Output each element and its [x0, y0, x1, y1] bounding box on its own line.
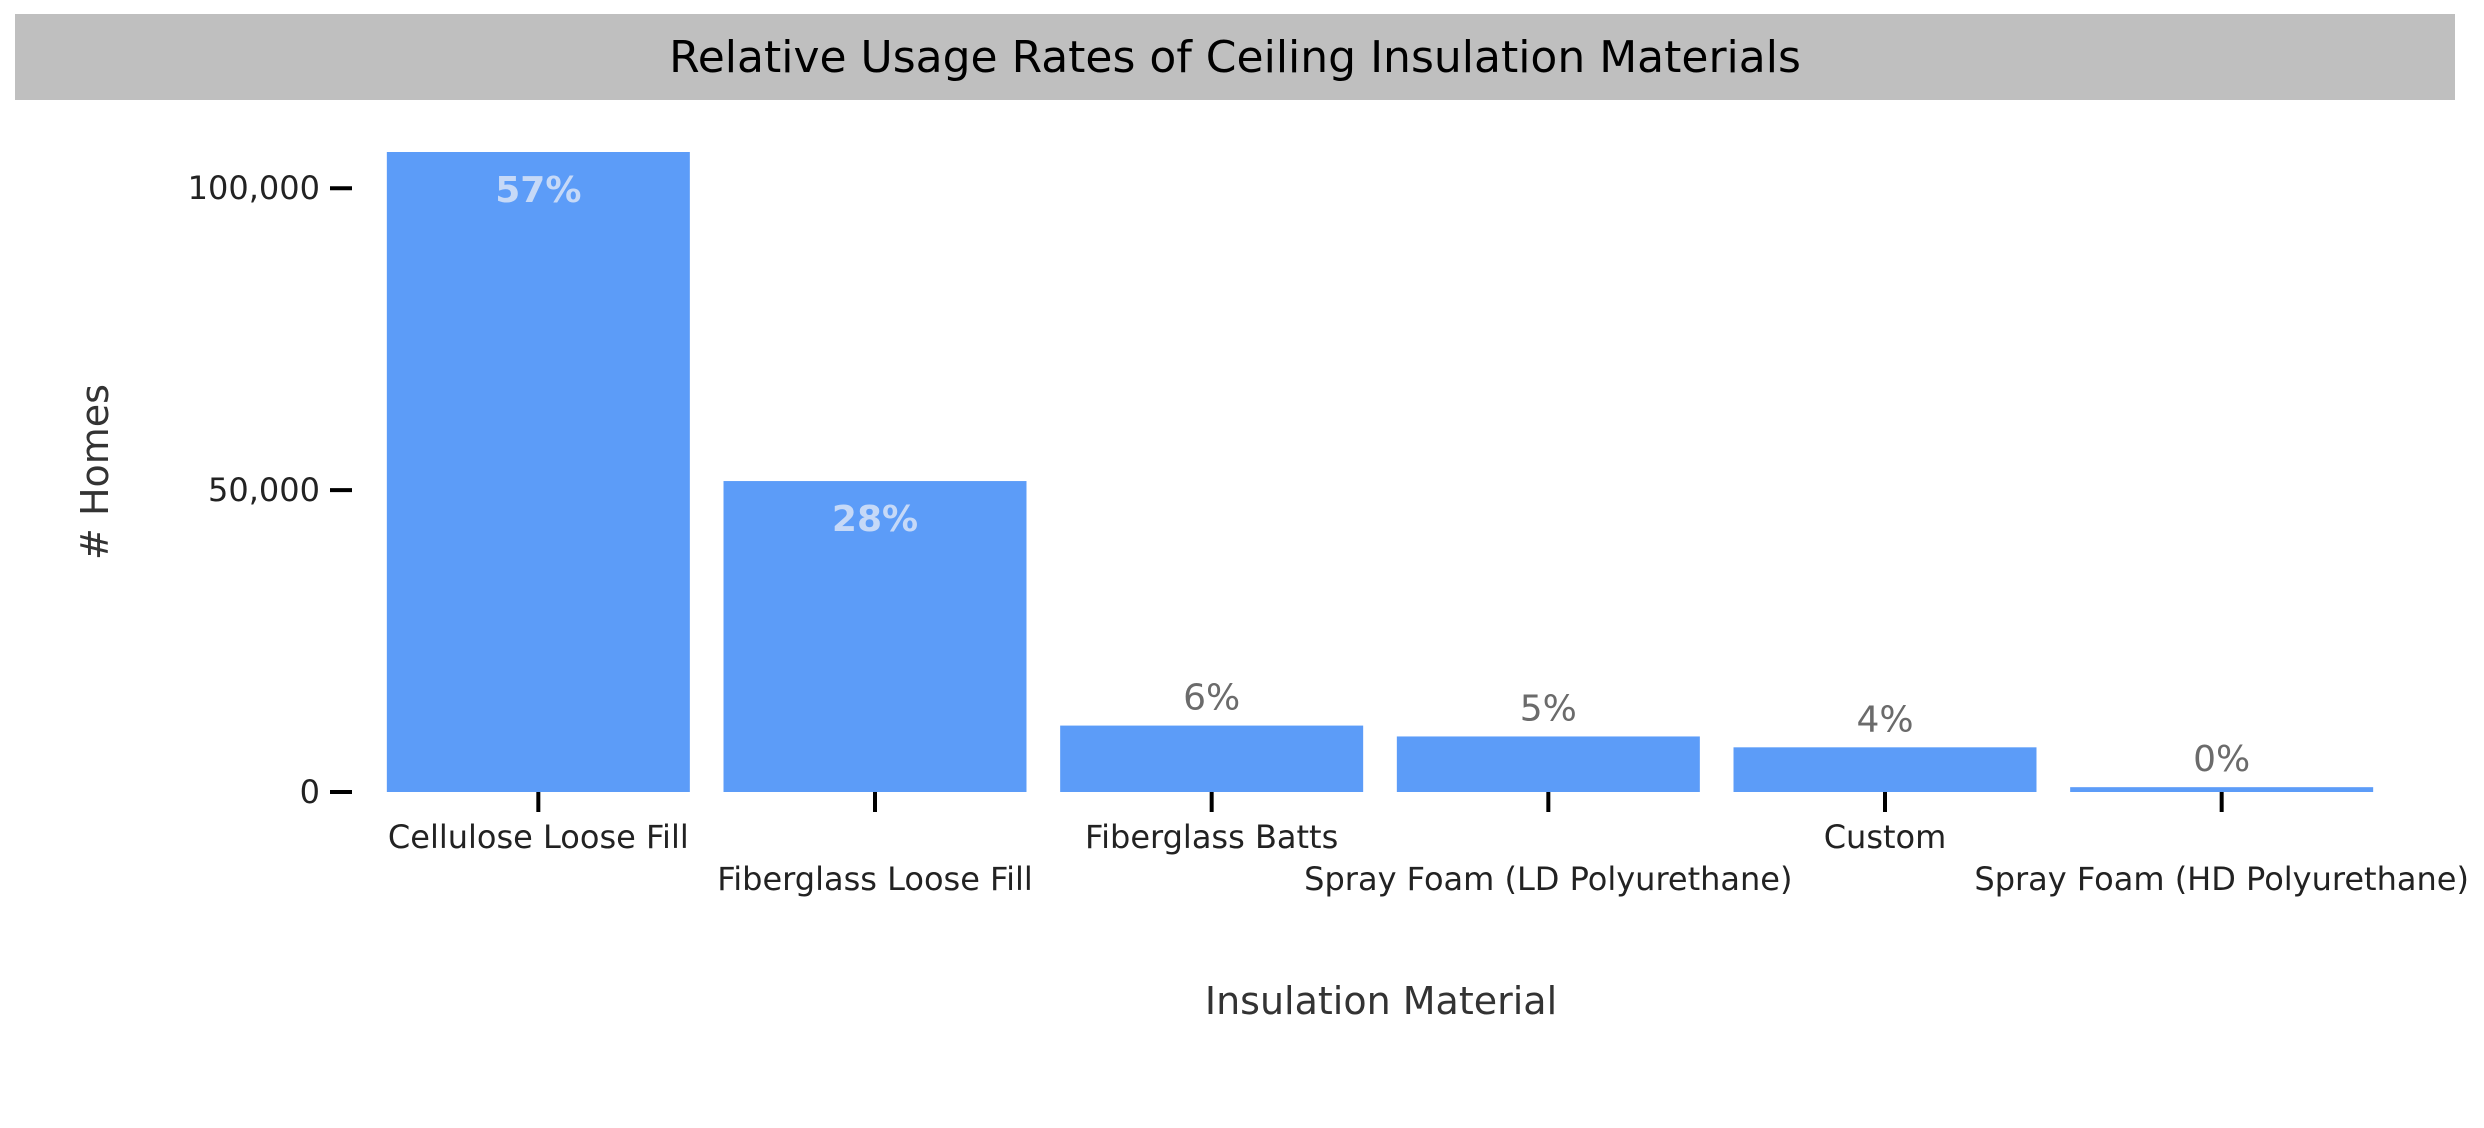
data-label: 57% — [495, 170, 581, 211]
x-tick-label: Fiberglass Batts — [1085, 818, 1338, 856]
x-axis: Cellulose Loose Fill Fiberglass Loose Fil… — [388, 792, 2469, 898]
y-tick-label: 0 — [300, 773, 320, 811]
x-axis-title: Insulation Material — [1205, 979, 1557, 1023]
bar — [1060, 725, 1364, 792]
bars: 57% 28% 6% 5% 4% 0% — [386, 152, 2374, 792]
y-axis-title: # Homes — [73, 384, 117, 560]
bar — [723, 481, 1027, 792]
data-label: 5% — [1520, 688, 1577, 729]
x-tick-label: Cellulose Loose Fill — [388, 818, 689, 856]
chart-title-bar: Relative Usage Rates of Ceiling Insulati… — [15, 14, 2455, 100]
bar — [2070, 787, 2374, 792]
data-label: 0% — [2193, 739, 2250, 780]
chart-title: Relative Usage Rates of Ceiling Insulati… — [669, 31, 1801, 83]
data-label: 4% — [1856, 699, 1913, 740]
data-label: 28% — [832, 499, 918, 540]
x-tick-label: Fiberglass Loose Fill — [717, 860, 1033, 898]
bar — [1733, 747, 2037, 792]
y-axis: 0 50,000 100,000 — [188, 169, 352, 811]
y-tick-label: 100,000 — [188, 169, 320, 207]
x-tick-label: Spray Foam (LD Polyurethane) — [1304, 860, 1792, 898]
bar — [1396, 736, 1700, 792]
y-tick-label: 50,000 — [208, 471, 320, 509]
data-label: 6% — [1183, 678, 1240, 719]
x-tick-label: Custom — [1824, 818, 1947, 856]
bar — [386, 152, 690, 792]
x-tick-label: Spray Foam (HD Polyurethane) — [1974, 860, 2469, 898]
